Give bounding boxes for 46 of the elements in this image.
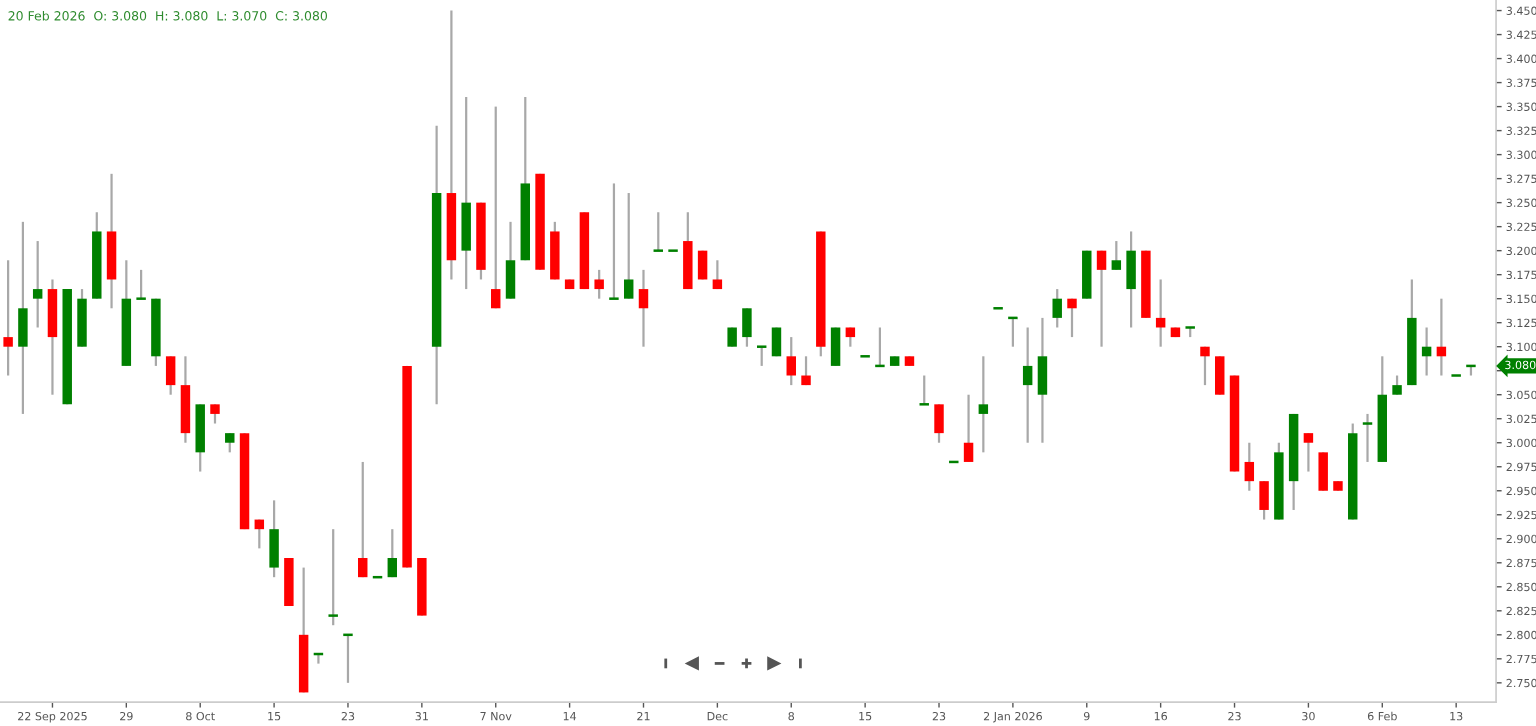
candlestick <box>830 326 841 368</box>
candlestick <box>594 268 604 300</box>
candlestick <box>1392 374 1402 396</box>
candlestick <box>1096 249 1107 348</box>
candlestick <box>210 403 220 425</box>
candlestick <box>1111 239 1122 271</box>
candlestick <box>491 105 501 310</box>
candlestick <box>755 345 768 368</box>
candlestick <box>1126 230 1136 329</box>
candlestick <box>652 211 665 252</box>
candlestick <box>1361 412 1374 464</box>
candlestick <box>358 460 368 579</box>
candlestick <box>225 432 235 454</box>
candlestick <box>607 182 620 300</box>
candlestick <box>1303 432 1314 473</box>
candlestick <box>1037 316 1048 444</box>
candlestick <box>18 220 28 416</box>
candlestick <box>963 393 974 464</box>
candlestick <box>1318 451 1328 492</box>
candlestick <box>1259 480 1269 521</box>
candlestick <box>712 259 723 291</box>
candlestick <box>1200 345 1210 387</box>
candlestick <box>1244 441 1255 492</box>
candlestick <box>845 326 856 348</box>
candlestick <box>3 259 13 377</box>
candlestick <box>1022 326 1033 444</box>
candlestick <box>623 191 634 300</box>
candlestick <box>269 499 279 579</box>
candlestick <box>1052 287 1062 329</box>
candlestick <box>505 220 516 300</box>
candlestick <box>1215 355 1225 396</box>
candlestick <box>1067 297 1077 339</box>
candlestick <box>978 355 989 454</box>
candlestick <box>135 268 148 300</box>
candlestick <box>727 326 737 348</box>
candlestick <box>934 403 944 444</box>
candlestick <box>801 355 811 387</box>
candlestick <box>918 374 931 406</box>
candlestick <box>165 355 176 396</box>
candlestick <box>771 326 782 358</box>
candlestick <box>387 528 398 579</box>
candlestick <box>327 528 340 627</box>
candlestick <box>32 239 43 329</box>
candlestick <box>638 268 649 348</box>
candlestick <box>742 307 752 348</box>
candlestick <box>786 335 796 387</box>
